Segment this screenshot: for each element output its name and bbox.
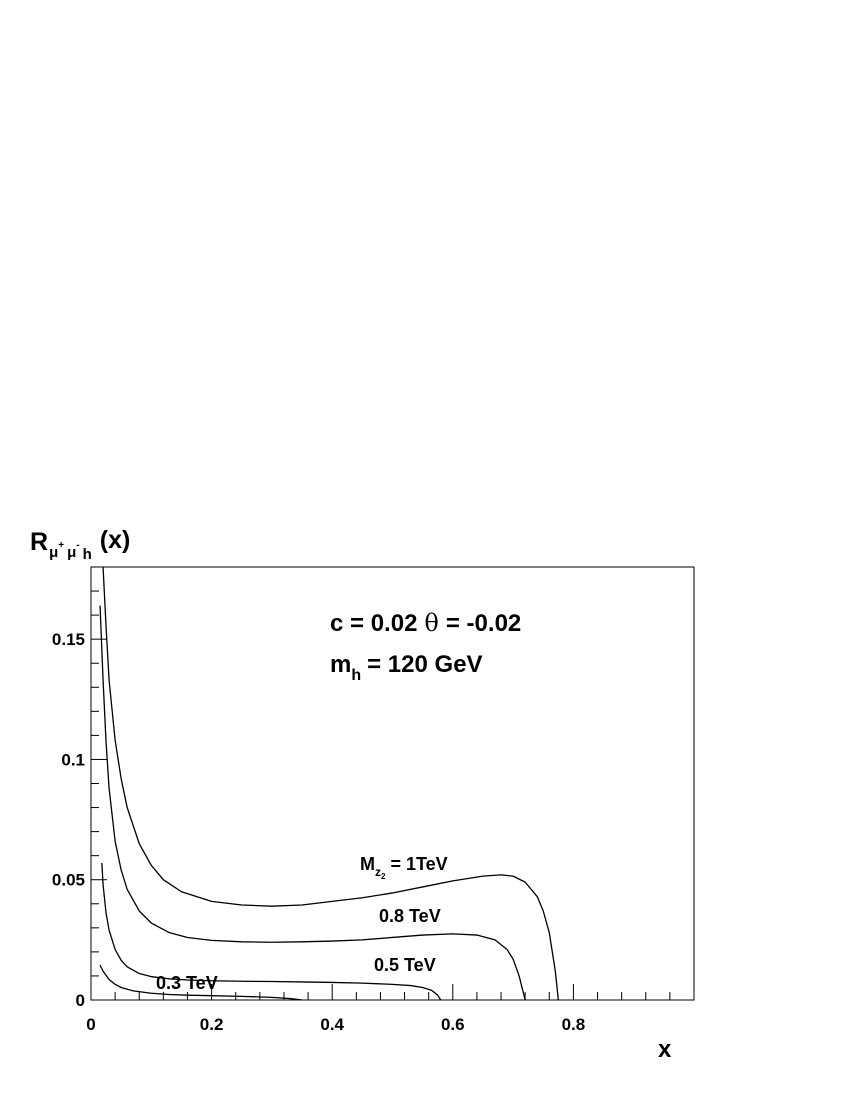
series-line-3: [99, 964, 303, 1000]
y-tick-label: 0.05: [52, 871, 85, 890]
x-tick-label: 0: [86, 1015, 95, 1034]
series-line-1: [99, 605, 526, 1000]
y-axis-label: Rμ+ μ-h(x): [30, 526, 130, 563]
series-label-0.5tev: 0.5 TeV: [374, 955, 436, 975]
tick-labels: 0 0.2 0.4 0.6 0.8 0 0.05 0.1 0.15: [52, 630, 585, 1034]
series-label-0.8tev: 0.8 TeV: [379, 906, 441, 926]
x-axis-label: x: [658, 1036, 672, 1063]
y-tick-label: 0.1: [61, 750, 85, 769]
x-tick-label: 0.4: [320, 1015, 344, 1034]
y-tick-label: 0.15: [52, 630, 85, 649]
x-tick-label: 0.2: [200, 1015, 224, 1034]
series-line-2: [101, 862, 442, 1000]
y-tick-label: 0: [76, 991, 85, 1010]
series-line-0: [102, 567, 559, 1000]
series-label-1tev: Mz2= 1TeV: [360, 854, 448, 881]
curves: [99, 567, 559, 1000]
annotation-params: c = 0.02 θ = -0.02: [330, 609, 521, 637]
x-tick-label: 0.8: [562, 1015, 586, 1034]
axis-ticks: [90, 566, 695, 1001]
x-tick-label: 0.6: [441, 1015, 465, 1034]
annotation-higgs-mass: mh = 120 GeV: [330, 651, 483, 684]
series-label-0.3tev: 0.3 TeV: [156, 973, 218, 993]
